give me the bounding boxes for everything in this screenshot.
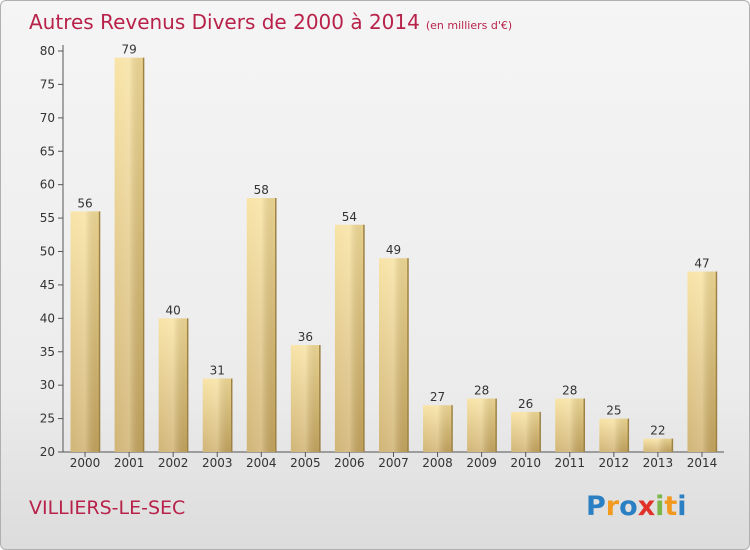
bar-shine [158, 318, 188, 452]
x-tick-label: 2009 [466, 456, 497, 470]
data-label: 54 [342, 210, 357, 224]
proxiti-logo: Proxiti [586, 491, 687, 522]
data-label: 56 [77, 196, 92, 210]
x-tick-label: 2001 [114, 456, 145, 470]
y-tick-label: 55 [40, 211, 55, 225]
x-tick-label: 2013 [643, 456, 674, 470]
y-tick-label: 75 [40, 77, 55, 91]
y-tick-label: 65 [40, 144, 55, 158]
y-tick-label: 30 [40, 378, 55, 392]
data-label: 49 [386, 243, 401, 257]
bar-shine [290, 345, 320, 452]
x-tick-label: 2004 [246, 456, 277, 470]
y-tick-label: 35 [40, 345, 55, 359]
x-tick-label: 2006 [334, 456, 365, 470]
logo-letter: r [605, 491, 620, 522]
data-label: 25 [606, 404, 621, 418]
chart-title-unit: (en milliers d'€) [425, 19, 513, 32]
y-tick-label: 40 [40, 311, 55, 325]
data-label: 31 [210, 363, 225, 377]
y-tick-label: 50 [40, 245, 55, 259]
data-label: 28 [474, 384, 489, 398]
x-tick-label: 2012 [599, 456, 630, 470]
y-tick-label: 25 [40, 412, 55, 426]
x-tick-label: 2005 [290, 456, 321, 470]
logo-letter: P [586, 491, 606, 522]
bar-shine [599, 418, 629, 452]
y-tick-label: 80 [40, 44, 55, 58]
logo-letter: x [637, 491, 656, 522]
x-tick-label: 2007 [378, 456, 409, 470]
bar-shine [70, 211, 100, 452]
data-label: 27 [430, 390, 445, 404]
logo-letter: t [664, 491, 678, 522]
bar-shine [555, 398, 585, 452]
bar-shine [687, 271, 717, 452]
y-tick-label: 20 [40, 445, 55, 459]
data-label: 79 [121, 43, 136, 57]
x-tick-label: 2011 [554, 456, 585, 470]
y-tick-label: 60 [40, 178, 55, 192]
y-tick-label: 70 [40, 111, 55, 125]
bar-shine [423, 405, 453, 452]
logo-letter: o [619, 491, 638, 522]
bar-shine [511, 411, 541, 452]
bar-shine [643, 438, 673, 452]
data-label: 47 [694, 257, 709, 271]
x-tick-label: 2000 [70, 456, 101, 470]
data-label: 28 [562, 384, 577, 398]
chart-title: Autres Revenus Divers de 2000 à 2014 (en … [29, 10, 512, 34]
bar-shine [334, 224, 364, 452]
chart-title-text: Autres Revenus Divers de 2000 à 2014 [29, 10, 420, 34]
bar-shine [246, 198, 276, 452]
commune-name: VILLIERS-LE-SEC [29, 497, 186, 519]
bar-shine [379, 258, 408, 452]
data-label: 36 [298, 330, 313, 344]
y-tick-label: 45 [40, 278, 55, 292]
x-tick-label: 2008 [422, 456, 453, 470]
x-tick-label: 2010 [510, 456, 541, 470]
data-label: 26 [518, 397, 533, 411]
bar-shine [202, 378, 232, 452]
logo-letter: i [655, 491, 665, 522]
bar-shine [114, 57, 144, 452]
x-tick-label: 2014 [687, 456, 718, 470]
data-label: 22 [650, 424, 665, 438]
x-tick-label: 2003 [202, 456, 233, 470]
data-label: 58 [254, 183, 269, 197]
x-tick-label: 2002 [158, 456, 189, 470]
bar-shine [467, 398, 497, 452]
data-label: 40 [166, 303, 181, 317]
logo-letter: i [677, 491, 687, 522]
